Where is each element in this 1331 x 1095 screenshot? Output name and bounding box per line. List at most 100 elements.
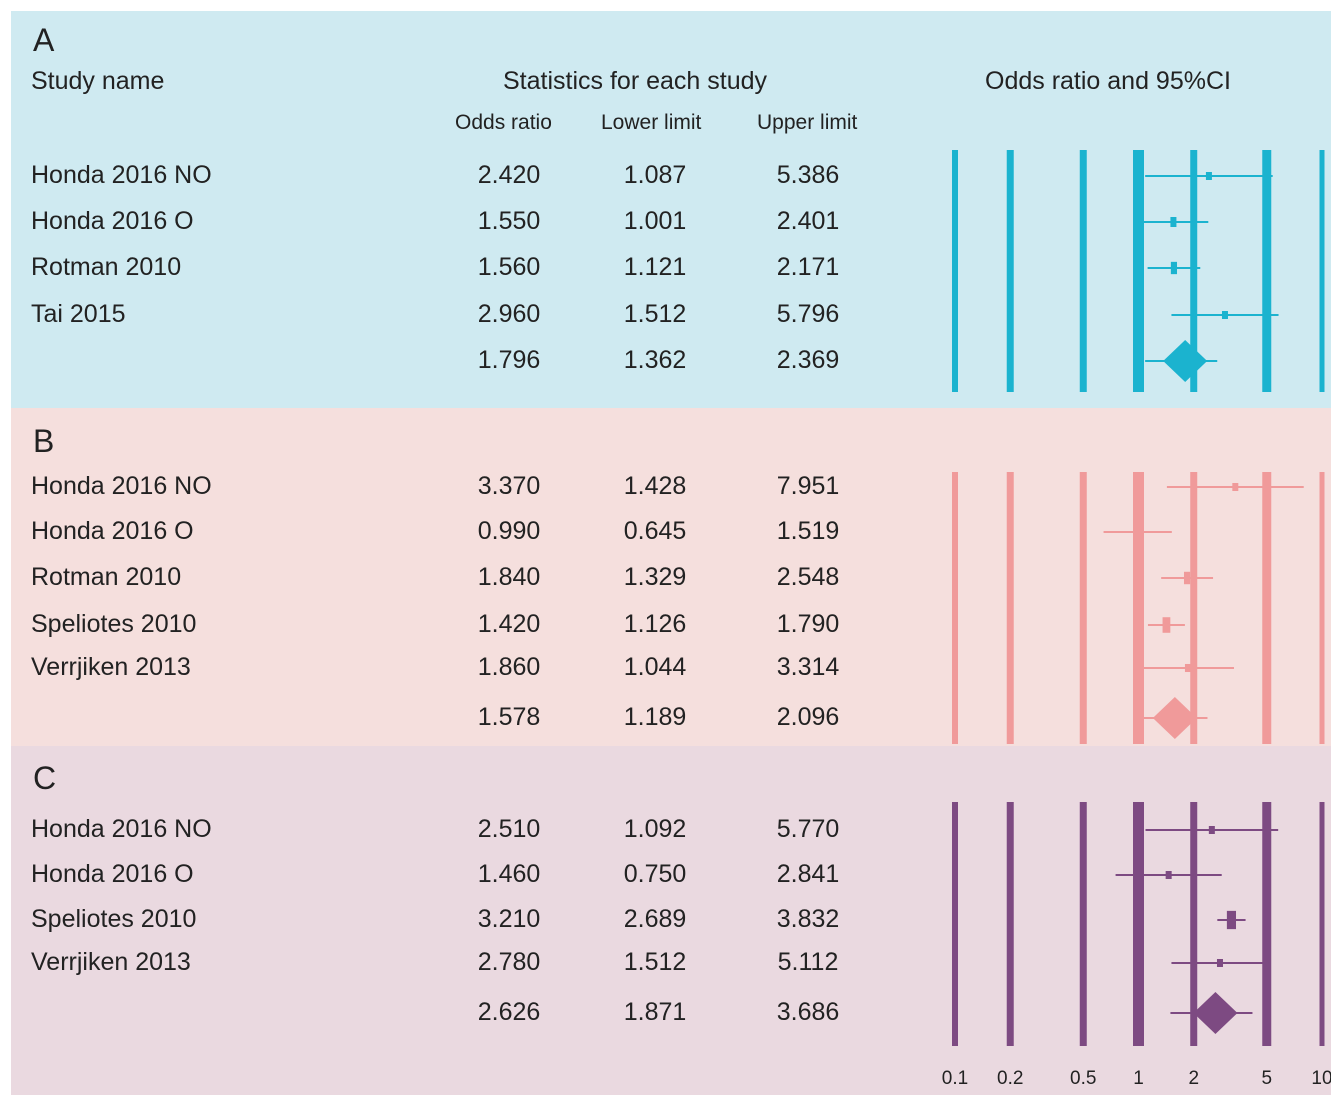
point-estimate [1134, 526, 1141, 538]
pooled-odds-ratio: 2.626 [477, 998, 541, 1026]
x-tick-label: 5 [1261, 1068, 1273, 1089]
study-name: Speliotes 2010 [31, 905, 197, 933]
study-name: Honda 2016 NO [31, 815, 212, 843]
reference-line [1190, 150, 1198, 392]
pooled-upper-limit: 3.686 [776, 998, 840, 1026]
x-tick-label: 10 [1311, 1068, 1331, 1089]
pooled-lower-limit: 1.871 [623, 998, 687, 1026]
study-name: Rotman 2010 [31, 253, 182, 281]
point-estimate [1162, 617, 1171, 633]
upper-limit-value: 7.951 [776, 472, 840, 500]
point-estimate [1170, 261, 1178, 275]
panel-a-background [11, 11, 1331, 408]
pooled-odds-ratio: 1.796 [477, 346, 541, 374]
study-name: Honda 2016 NO [31, 161, 212, 189]
odds-ratio-value: 1.420 [477, 610, 541, 638]
lower-limit-value: 1.428 [623, 472, 687, 500]
upper-limit-value: 1.790 [776, 610, 840, 638]
pooled-lower-limit: 1.362 [623, 346, 687, 374]
reference-line [1319, 802, 1325, 1046]
odds-ratio-value: 1.560 [477, 253, 541, 281]
upper-limit-value: 3.832 [776, 905, 840, 933]
study-name: Honda 2016 O [31, 860, 194, 888]
x-tick-label: 0.2 [997, 1068, 1024, 1089]
study-name: Verrjiken 2013 [31, 653, 191, 681]
reference-line [1006, 472, 1014, 744]
lower-limit-value: 0.750 [623, 860, 687, 888]
reference-line [1319, 472, 1325, 744]
upper-limit-value: 3.314 [776, 653, 840, 681]
reference-line [952, 150, 958, 392]
reference-line [1133, 150, 1144, 392]
upper-limit-value: 5.386 [776, 161, 840, 189]
reference-line [1262, 472, 1272, 744]
upper-limit-value: 5.770 [776, 815, 840, 843]
reference-line [952, 802, 958, 1046]
panel-b-background [11, 408, 1331, 746]
upper-limit-value: 5.796 [776, 300, 840, 328]
upper-limit-header: Upper limit [757, 111, 858, 134]
lower-limit-value: 2.689 [623, 905, 687, 933]
lower-limit-value: 1.044 [623, 653, 687, 681]
odds-ratio-value: 0.990 [477, 517, 541, 545]
study-name: Honda 2016 NO [31, 472, 212, 500]
lower-limit-value: 1.512 [623, 300, 687, 328]
panel-c-background [11, 746, 1331, 1095]
reference-line [1006, 150, 1014, 392]
pooled-odds-ratio: 1.578 [477, 703, 541, 731]
reference-line [1262, 802, 1272, 1046]
upper-limit-value: 2.841 [776, 860, 840, 888]
reference-line [1079, 472, 1087, 744]
reference-line [1079, 802, 1087, 1046]
upper-limit-value: 2.171 [776, 253, 840, 281]
x-tick-label: 0.1 [941, 1068, 969, 1089]
panel-a-plot [952, 150, 1325, 392]
lower-limit-value: 1.121 [623, 253, 687, 281]
reference-line [1190, 802, 1198, 1046]
reference-line [1133, 472, 1144, 744]
odds-ratio-value: 3.210 [477, 905, 541, 933]
pooled-diamond [1163, 340, 1208, 382]
study-name: Honda 2016 O [31, 517, 194, 545]
statistics-header: Statistics for each study [503, 67, 768, 95]
pooled-upper-limit: 2.096 [776, 703, 840, 731]
pooled-diamond [1152, 697, 1197, 739]
point-estimate [1205, 172, 1212, 180]
odds-ratio-value: 1.550 [477, 207, 541, 235]
point-estimate [1165, 871, 1172, 879]
reference-line [1262, 150, 1272, 392]
lower-limit-value: 1.087 [623, 161, 687, 189]
point-estimate [1221, 311, 1228, 319]
odds-ratio-header: Odds ratio [455, 111, 552, 134]
panel-b-label: B [33, 423, 55, 459]
odds-ratio-value: 2.420 [477, 161, 541, 189]
x-tick-label: 2 [1188, 1068, 1200, 1089]
lower-limit-value: 0.645 [623, 517, 687, 545]
upper-limit-value: 2.401 [776, 207, 840, 235]
point-estimate [1232, 483, 1239, 491]
odds-ratio-value: 2.780 [477, 948, 541, 976]
point-estimate [1208, 826, 1215, 834]
odds-ratio-value: 1.840 [477, 563, 541, 591]
study-name: Verrjiken 2013 [31, 948, 191, 976]
lower-limit-value: 1.092 [623, 815, 687, 843]
upper-limit-value: 1.519 [776, 517, 840, 545]
point-estimate [1226, 910, 1237, 930]
x-tick-label: 0.5 [1070, 1068, 1097, 1089]
point-estimate [1216, 959, 1223, 967]
pooled-upper-limit: 2.369 [776, 346, 840, 374]
upper-limit-value: 2.548 [776, 563, 840, 591]
lower-limit-header: Lower limit [601, 111, 702, 134]
odds-ratio-value: 1.860 [477, 653, 541, 681]
odds-ratio-value: 2.960 [477, 300, 541, 328]
odds-ratio-value: 3.370 [477, 472, 541, 500]
point-estimate [1183, 571, 1191, 585]
upper-limit-value: 5.112 [777, 948, 839, 976]
lower-limit-value: 1.329 [623, 563, 687, 591]
study-name: Tai 2015 [31, 300, 126, 328]
lower-limit-value: 1.001 [623, 207, 687, 235]
panel-a-label: A [33, 22, 55, 58]
plot-title: Odds ratio and 95%CI [985, 67, 1231, 95]
reference-line [952, 472, 958, 744]
point-estimate [1184, 663, 1191, 673]
